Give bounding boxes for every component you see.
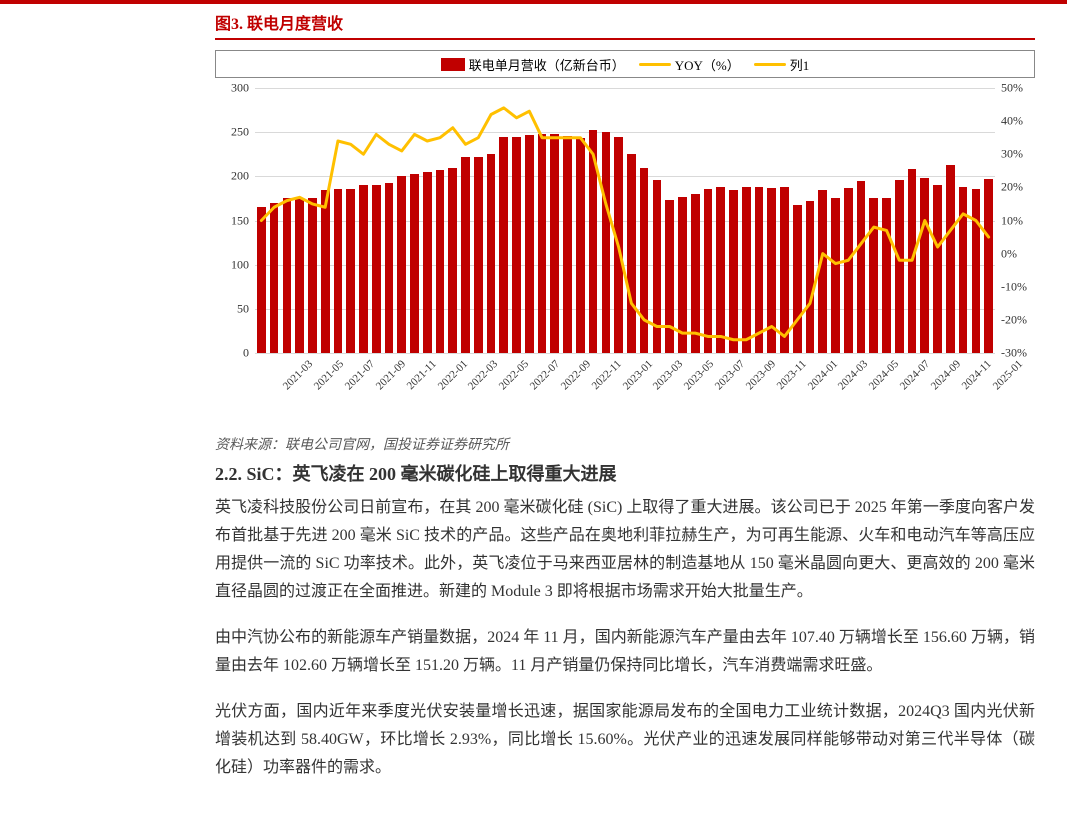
y-axis-left: 050100150200250300 — [215, 88, 253, 353]
x-tick: 2022-01 — [435, 358, 469, 392]
x-tick: 2024-09 — [929, 358, 963, 392]
legend-label: YOY（%） — [675, 55, 740, 74]
x-tick: 2021-11 — [404, 358, 438, 392]
x-tick: 2024-07 — [898, 358, 932, 392]
paragraph: 英飞凌科技股份公司日前宣布，在其 200 毫米碳化硅 (SiC) 上取得了重大进… — [215, 494, 1035, 606]
y-right-tick: 40% — [1001, 114, 1023, 129]
body-text: 英飞凌科技股份公司日前宣布，在其 200 毫米碳化硅 (SiC) 上取得了重大进… — [215, 494, 1035, 782]
legend-item-yoy: YOY（%） — [639, 55, 740, 74]
content-area: 图3. 联电月度营收 联电单月营收（亿新台币） YOY（%） 列1 0 50 100… — [215, 10, 1035, 800]
chart-container: 联电单月营收（亿新台币） YOY（%） 列1 0 50 100 150 200 250 30… — [215, 46, 1035, 426]
paragraph: 由中汽协公布的新能源车产销量数据，2024 年 11 月，国内新能源汽车产量由去… — [215, 624, 1035, 680]
y-right-tick: 10% — [1001, 213, 1023, 228]
y-left-tick: 100 — [231, 257, 249, 272]
y-right-tick: 0% — [1001, 246, 1017, 261]
section-heading: 2.2. SiC：英飞凌在 200 毫米碳化硅上取得重大进展 — [215, 460, 1035, 486]
x-tick: 2022-11 — [589, 358, 623, 392]
legend-item-bar: 联电单月营收（亿新台币） — [441, 55, 625, 74]
line-series — [255, 88, 995, 353]
chart-source: 资料来源：联电公司官网，国投证券证券研究所 — [215, 434, 1035, 454]
y-right-tick: -10% — [1001, 279, 1027, 294]
chart-title-rule — [215, 38, 1035, 40]
x-tick: 2022-03 — [466, 358, 500, 392]
x-tick: 2024-11 — [959, 358, 993, 392]
y-left-tick: 300 — [231, 81, 249, 96]
y-right-tick: -20% — [1001, 312, 1027, 327]
x-axis: 2021-032021-052021-072021-092021-112022-… — [255, 356, 995, 416]
x-tick: 2023-03 — [651, 358, 685, 392]
x-tick: 2022-09 — [559, 358, 593, 392]
x-tick: 2021-05 — [312, 358, 346, 392]
y-right-tick: 50% — [1001, 81, 1023, 96]
x-tick: 2025-01 — [990, 358, 1024, 392]
x-tick: 2023-01 — [620, 358, 654, 392]
x-tick: 2024-05 — [867, 358, 901, 392]
x-tick: 2022-07 — [528, 358, 562, 392]
legend-swatch-line — [639, 63, 671, 66]
plot-area — [255, 88, 995, 353]
legend-swatch-line — [754, 63, 786, 66]
chart-title: 图3. 联电月度营收 — [215, 10, 1035, 34]
top-accent-strip — [0, 0, 1067, 4]
x-tick: 2023-09 — [744, 358, 778, 392]
x-tick: 2024-01 — [805, 358, 839, 392]
y-right-tick: 30% — [1001, 147, 1023, 162]
y-left-tick: 50 — [237, 301, 249, 316]
y-left-tick: 200 — [231, 169, 249, 184]
y-right-tick: -30% — [1001, 346, 1027, 361]
legend-label: 列1 — [790, 55, 810, 74]
x-tick: 2023-05 — [682, 358, 716, 392]
y-left-tick: 0 — [243, 346, 249, 361]
x-tick: 2022-05 — [497, 358, 531, 392]
chart-legend: 联电单月营收（亿新台币） YOY（%） 列1 — [215, 50, 1035, 78]
y-right-tick: 20% — [1001, 180, 1023, 195]
paragraph: 光伏方面，国内近年来季度光伏安装量增长迅速，据国家能源局发布的全国电力工业统计数… — [215, 698, 1035, 782]
x-tick: 2023-11 — [774, 358, 808, 392]
legend-label: 联电单月营收（亿新台币） — [469, 55, 625, 74]
gridline — [255, 353, 995, 354]
y-left-tick: 250 — [231, 125, 249, 140]
y-axis-right: -30%-20%-10%0%10%20%30%40%50% — [997, 88, 1035, 353]
legend-swatch-bar — [441, 58, 465, 71]
x-tick: 2021-03 — [281, 358, 315, 392]
y-left-tick: 150 — [231, 213, 249, 228]
x-tick: 2021-07 — [343, 358, 377, 392]
x-tick: 2024-03 — [836, 358, 870, 392]
x-tick: 2023-07 — [713, 358, 747, 392]
x-tick: 2021-09 — [374, 358, 408, 392]
legend-item-col1: 列1 — [754, 55, 810, 74]
